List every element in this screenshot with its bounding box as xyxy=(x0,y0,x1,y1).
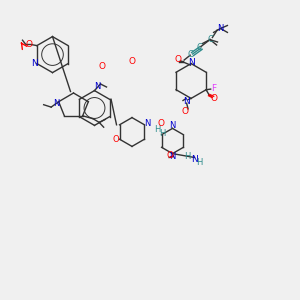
Text: N: N xyxy=(217,24,224,33)
Text: N: N xyxy=(183,97,190,106)
Text: C: C xyxy=(207,35,213,44)
Text: O: O xyxy=(128,57,136,66)
Text: O: O xyxy=(174,56,181,64)
Text: N: N xyxy=(169,152,176,161)
Text: N: N xyxy=(144,119,151,128)
Text: H: H xyxy=(159,129,166,138)
Text: O: O xyxy=(210,94,217,103)
Text: C: C xyxy=(196,43,202,52)
Text: O: O xyxy=(157,118,164,127)
Text: O: O xyxy=(112,135,119,144)
Text: N: N xyxy=(188,58,194,67)
Text: N: N xyxy=(191,155,197,164)
Text: C: C xyxy=(188,50,194,59)
Text: O: O xyxy=(167,151,174,160)
Text: N: N xyxy=(31,59,38,68)
Text: N: N xyxy=(53,99,59,108)
Text: H: H xyxy=(184,152,190,161)
Text: O: O xyxy=(25,40,32,49)
Text: F: F xyxy=(211,84,216,93)
Text: H: H xyxy=(196,158,202,167)
Text: N: N xyxy=(169,121,176,130)
Text: H: H xyxy=(154,124,160,134)
Text: O: O xyxy=(182,107,189,116)
Text: N: N xyxy=(94,82,101,91)
Text: O: O xyxy=(98,62,106,71)
